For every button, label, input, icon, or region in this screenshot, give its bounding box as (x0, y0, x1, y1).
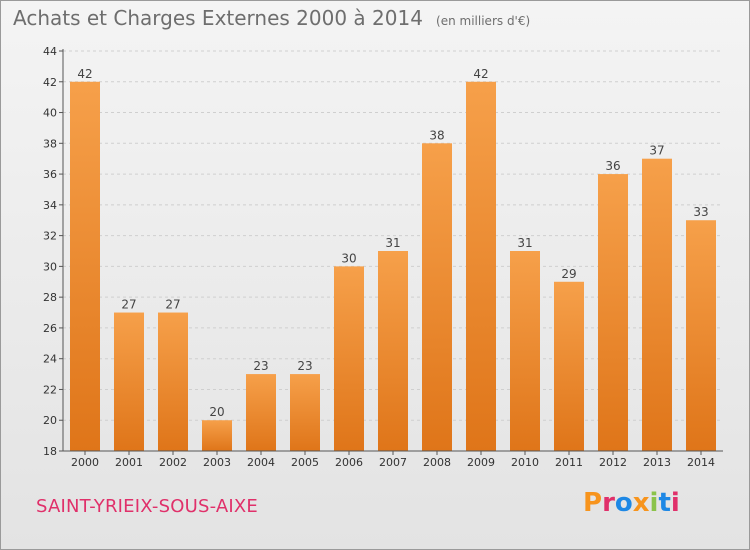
bar-value-label: 27 (121, 298, 136, 312)
x-tick-label: 2010 (511, 456, 539, 469)
bar-value-label: 23 (297, 359, 312, 373)
brand-letter: t (658, 488, 671, 518)
x-tick-label: 2004 (247, 456, 275, 469)
y-tick-label: 32 (43, 230, 57, 243)
x-tick-label: 2013 (643, 456, 671, 469)
x-tick-label: 2009 (467, 456, 495, 469)
bar (334, 266, 364, 451)
y-tick-label: 44 (43, 45, 57, 58)
y-tick-label: 18 (43, 445, 57, 458)
bar (598, 174, 628, 452)
bar-value-label: 31 (385, 236, 400, 250)
y-tick-label: 20 (43, 414, 57, 427)
bar (202, 420, 232, 451)
y-tick-label: 34 (43, 199, 57, 212)
bar-value-label: 42 (77, 67, 92, 81)
x-tick-label: 2007 (379, 456, 407, 469)
y-tick-label: 24 (43, 353, 57, 366)
chart-subtitle: (en milliers d'€) (436, 14, 531, 28)
bar (290, 374, 320, 451)
bar (466, 81, 496, 452)
y-tick-label: 26 (43, 322, 57, 335)
bars: 42 27 27 20 23 23 30 31 38 42 31 29 36 37 33 (70, 67, 716, 452)
bar-value-label: 33 (693, 205, 708, 219)
y-tick-label: 30 (43, 260, 57, 273)
bar-value-label: 38 (429, 128, 444, 142)
bar (378, 251, 408, 451)
x-tick-label: 2006 (335, 456, 363, 469)
brand-logo: Proxiti (583, 488, 680, 518)
bar (422, 143, 452, 452)
y-tick-label: 38 (43, 137, 57, 150)
y-tick-label: 28 (43, 291, 57, 304)
brand-letter: P (583, 488, 603, 518)
axes: 18 20 22 24 26 28 30 32 34 36 38 40 42 44 2000 2001 2002… (43, 45, 723, 469)
bar (510, 251, 540, 451)
x-tick-label: 2000 (71, 456, 99, 469)
bar-value-label: 23 (253, 359, 268, 373)
y-tick-label: 40 (43, 107, 57, 120)
brand-letter: x (632, 488, 650, 518)
bar-value-label: 27 (165, 298, 180, 312)
chart-title: Achats et Charges Externes 2000 à 2014 (13, 6, 423, 30)
bar-value-label: 30 (341, 251, 356, 265)
bar (70, 81, 100, 452)
x-tick-label: 2001 (115, 456, 143, 469)
brand-letter: r (602, 488, 615, 518)
y-tick-label: 42 (43, 76, 57, 89)
brand-letter: i (649, 488, 659, 518)
x-tick-label: 2005 (291, 456, 319, 469)
brand-letter: i (670, 488, 680, 518)
bar-value-label: 37 (649, 144, 664, 158)
y-tick-label: 22 (43, 383, 57, 396)
brand-letter: o (614, 488, 633, 518)
title-row: Achats et Charges Externes 2000 à 2014 (… (13, 6, 530, 30)
x-tick-label: 2008 (423, 456, 451, 469)
bar-value-label: 36 (605, 159, 620, 173)
bar-value-label: 29 (561, 267, 576, 281)
bar (686, 220, 716, 451)
bar (246, 374, 276, 451)
x-tick-label: 2002 (159, 456, 187, 469)
bar-value-label: 31 (517, 236, 532, 250)
y-tick-label: 36 (43, 168, 57, 181)
bar-value-label: 20 (209, 405, 224, 419)
x-tick-label: 2012 (599, 456, 627, 469)
x-tick-label: 2011 (555, 456, 583, 469)
x-tick-label: 2003 (203, 456, 231, 469)
x-tick-label: 2014 (687, 456, 715, 469)
bar (158, 312, 188, 451)
bar (642, 158, 672, 451)
bar (554, 281, 584, 451)
bar (114, 312, 144, 451)
bar-value-label: 42 (473, 67, 488, 81)
location-name: SAINT-YRIEIX-SOUS-AIXE (36, 496, 258, 517)
